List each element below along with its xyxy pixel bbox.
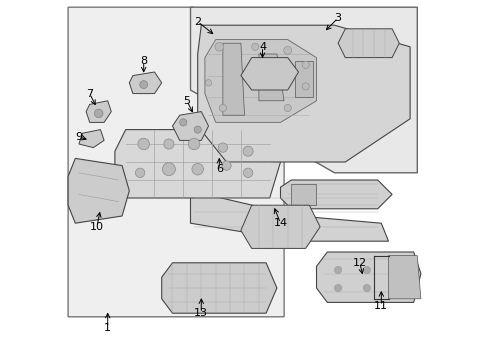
Text: 3: 3 xyxy=(334,13,341,23)
Circle shape xyxy=(302,83,309,90)
Polygon shape xyxy=(129,72,162,94)
Circle shape xyxy=(205,80,211,86)
Text: 9: 9 xyxy=(75,132,82,142)
Text: 13: 13 xyxy=(194,308,208,318)
Text: 10: 10 xyxy=(90,222,103,232)
Text: 7: 7 xyxy=(86,89,93,99)
Polygon shape xyxy=(258,54,284,101)
Circle shape xyxy=(194,126,201,133)
Circle shape xyxy=(222,161,231,170)
Polygon shape xyxy=(291,184,316,205)
Circle shape xyxy=(284,104,291,112)
Polygon shape xyxy=(337,29,399,58)
Circle shape xyxy=(243,168,252,177)
Polygon shape xyxy=(223,43,244,115)
Polygon shape xyxy=(316,252,420,302)
Text: 5: 5 xyxy=(183,96,190,106)
Circle shape xyxy=(140,81,147,89)
Circle shape xyxy=(219,104,226,112)
Text: 1: 1 xyxy=(104,323,111,333)
Text: 4: 4 xyxy=(259,42,265,52)
Circle shape xyxy=(162,163,175,176)
Circle shape xyxy=(283,46,291,54)
Circle shape xyxy=(302,61,309,68)
Polygon shape xyxy=(162,263,276,313)
Circle shape xyxy=(188,138,200,150)
Polygon shape xyxy=(280,180,391,209)
Circle shape xyxy=(215,42,223,51)
Polygon shape xyxy=(115,130,280,198)
Circle shape xyxy=(363,284,370,292)
Polygon shape xyxy=(387,256,420,299)
Text: 2: 2 xyxy=(194,17,201,27)
Polygon shape xyxy=(197,25,409,162)
Circle shape xyxy=(218,143,227,152)
Polygon shape xyxy=(294,61,312,97)
Circle shape xyxy=(363,266,370,274)
Circle shape xyxy=(243,146,253,156)
Circle shape xyxy=(135,168,144,177)
Polygon shape xyxy=(86,101,111,122)
Circle shape xyxy=(334,284,341,292)
Circle shape xyxy=(138,138,149,150)
Text: 11: 11 xyxy=(373,301,387,311)
Polygon shape xyxy=(204,40,316,122)
Polygon shape xyxy=(68,7,284,317)
Polygon shape xyxy=(241,205,320,248)
Polygon shape xyxy=(190,191,387,241)
Text: 6: 6 xyxy=(215,164,223,174)
Text: 8: 8 xyxy=(140,56,147,66)
Polygon shape xyxy=(190,7,416,173)
Polygon shape xyxy=(241,58,298,90)
Circle shape xyxy=(334,266,341,274)
Polygon shape xyxy=(68,158,129,223)
Polygon shape xyxy=(79,130,104,148)
Text: 12: 12 xyxy=(352,258,366,268)
Circle shape xyxy=(94,109,103,118)
Circle shape xyxy=(251,43,258,50)
Circle shape xyxy=(192,163,203,175)
Circle shape xyxy=(179,119,186,126)
Circle shape xyxy=(163,139,174,149)
Text: 14: 14 xyxy=(273,218,287,228)
Polygon shape xyxy=(172,112,208,140)
